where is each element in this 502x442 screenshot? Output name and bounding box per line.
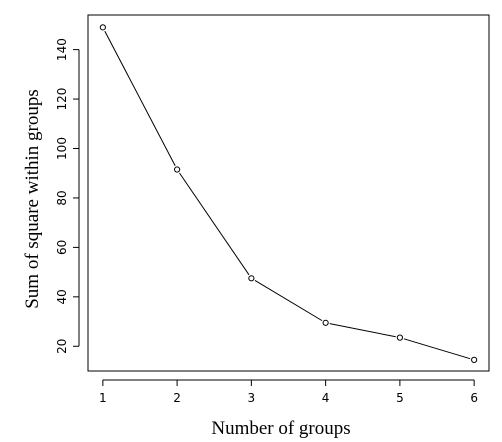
data-point (322, 319, 329, 326)
y-axis-title: Sum of square within groups (22, 89, 43, 309)
y-tick-label: 120 (55, 88, 69, 111)
y-tick-label: 40 (55, 289, 69, 304)
x-axis-title: Number of groups (211, 418, 350, 439)
y-tick-label: 80 (55, 190, 69, 205)
x-tick-label: 2 (173, 391, 181, 405)
x-tick-label: 6 (470, 391, 478, 405)
y-tick-label: 60 (55, 240, 69, 255)
x-tick-label: 5 (396, 391, 404, 405)
y-tick-label: 140 (55, 38, 69, 61)
data-series (99, 24, 478, 363)
series-segment (403, 338, 471, 360)
data-point (248, 275, 255, 282)
y-tick-label: 100 (55, 137, 69, 160)
series-segment (254, 280, 323, 322)
series-segment (329, 323, 396, 338)
series-segment (104, 30, 176, 167)
y-tick-label: 20 (55, 339, 69, 354)
x-axis: 1 2 3 4 5 6 (99, 379, 478, 405)
plot-box (87, 14, 490, 372)
series-segment (179, 172, 250, 276)
x-tick-label: 4 (322, 391, 330, 405)
x-tick-label: 1 (99, 391, 107, 405)
x-tick-label: 3 (248, 391, 256, 405)
data-point (99, 24, 106, 31)
y-axis: 20 40 60 80 100 120 140 (55, 38, 80, 354)
data-point (396, 334, 403, 341)
data-point (471, 356, 478, 363)
data-point (174, 166, 181, 173)
